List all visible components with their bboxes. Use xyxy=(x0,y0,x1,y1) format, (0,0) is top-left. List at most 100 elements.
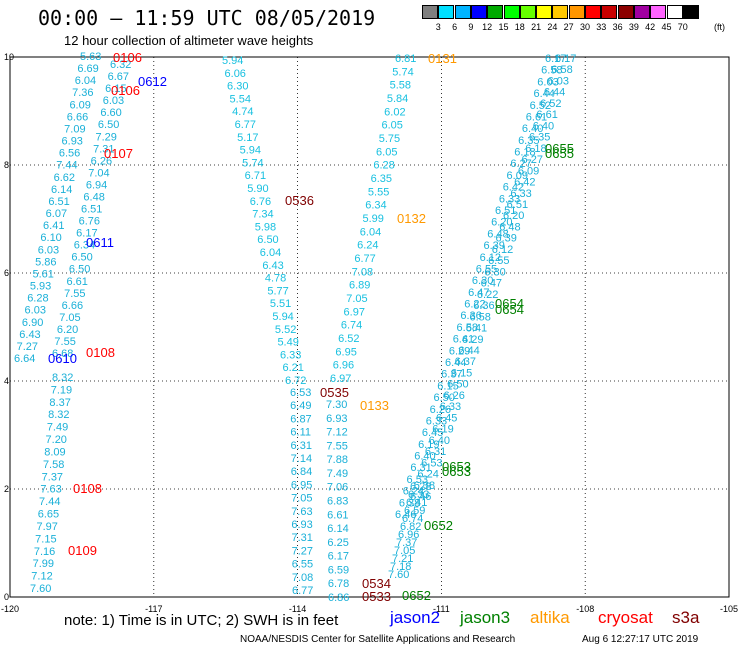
wave-height-value: 6.41 xyxy=(453,334,474,346)
colorbar-swatch xyxy=(487,5,504,19)
colorbar-label: 33 xyxy=(596,22,607,32)
pass-time-label: 0534 xyxy=(362,576,391,591)
wave-height-value: 6.44 xyxy=(445,357,466,369)
wave-height-value: 7.49 xyxy=(327,468,348,480)
wave-height-value: 7.30 xyxy=(326,399,347,411)
wave-height-value: 6.09 xyxy=(69,99,90,111)
wave-height-value: 6.33 xyxy=(280,349,301,361)
pass-time-label: 0655 xyxy=(545,146,574,161)
wave-height-value: 6.05 xyxy=(376,146,397,158)
wave-height-value: 5.98 xyxy=(255,221,276,233)
wave-height-value: 6.37 xyxy=(441,369,462,381)
wave-height-colorbar: 3 6 9 12 15 18 21 24 27 30 33 36 39 42 45 70 (ft) xyxy=(0,0,740,40)
map-subtitle: 12 hour collection of altimeter wave hei… xyxy=(64,33,314,48)
wave-height-value: 6.14 xyxy=(327,523,348,535)
wave-height-value: 6.09 xyxy=(518,165,539,177)
wave-height-value: 6.50 xyxy=(433,392,454,404)
wave-height-value: 6.34 xyxy=(74,240,95,252)
wave-height-value: 7.04 xyxy=(88,167,109,179)
colorbar-label: 3 xyxy=(435,22,441,32)
wave-height-value: 6.30 xyxy=(484,266,505,278)
wave-height-value: 6.71 xyxy=(245,170,266,182)
wave-height-value: 7.60 xyxy=(30,583,51,595)
wave-height-value: 7.29 xyxy=(96,131,117,143)
wave-height-value: 6.53 xyxy=(290,387,311,399)
wave-height-value: 6.47 xyxy=(481,278,502,290)
wave-height-value: 6.28 xyxy=(410,481,431,493)
wave-height-value: 7.55 xyxy=(64,288,85,300)
x-tick-label: -117 xyxy=(145,604,162,614)
wave-height-value: 6.24 xyxy=(417,469,438,481)
wave-height-value: 6.93 xyxy=(291,519,312,531)
wave-height-value: 6.61 xyxy=(536,109,557,121)
pass-time-label: 0106 xyxy=(113,50,142,65)
wave-height-value: 6.61 xyxy=(526,111,547,123)
colorbar-swatch xyxy=(422,5,438,19)
wave-height-value: 6.31 xyxy=(291,440,312,452)
wave-height-value: 7.12 xyxy=(31,571,52,583)
legend-jason2: jason2 xyxy=(390,608,441,627)
wave-height-value: 6.18 xyxy=(525,143,546,155)
y-tick-label: 4 xyxy=(4,376,9,386)
wave-height-value: 7.06 xyxy=(327,482,348,494)
wave-height-value: 6.83 xyxy=(327,496,348,508)
pass-time-label: 0611 xyxy=(86,235,114,250)
pass-time-label: 0133 xyxy=(360,398,389,413)
wave-height-value: 7.31 xyxy=(93,143,114,155)
wave-height-value: 6.17 xyxy=(76,228,97,240)
wave-height-value: 6.26 xyxy=(443,390,464,402)
wave-height-value: 6.27 xyxy=(510,158,531,170)
wave-height-value: 5.74 xyxy=(242,157,263,169)
wave-height-value: 6.03 xyxy=(103,95,124,107)
wave-height-value: 5.90 xyxy=(247,183,268,195)
wave-height-value: 6.21 xyxy=(282,362,303,374)
wave-height-value: 6.93 xyxy=(62,136,83,148)
wave-height-value: 6.58 xyxy=(457,322,478,334)
x-tick-label: -114 xyxy=(289,604,306,614)
wave-height-value: 6.28 xyxy=(27,293,48,305)
pass-time-label: 0653 xyxy=(442,459,471,474)
pass-time-label: 0108 xyxy=(86,345,115,360)
wave-height-value: 6.28 xyxy=(373,160,394,172)
wave-height-value: 7.63 xyxy=(291,506,312,518)
wave-height-value: 4.74 xyxy=(232,106,253,118)
plot-frame xyxy=(9,56,730,598)
wave-height-value: 8.37 xyxy=(49,397,70,409)
legend-jason3: jason3 xyxy=(460,608,511,627)
wave-height-value: 6.22 xyxy=(464,299,485,311)
map-note: note: 1) Time is in UTC; 2) SWH is in fe… xyxy=(64,612,339,629)
wave-height-value: 6.40 xyxy=(522,123,543,135)
pass-time-label: 0610 xyxy=(48,351,77,366)
colorbar-swatch xyxy=(666,5,683,19)
y-tick-label: 8 xyxy=(4,160,9,170)
colorbar-label: 12 xyxy=(482,22,493,32)
wave-height-value: 6.61 xyxy=(67,276,88,288)
wave-height-value: 6.52 xyxy=(530,100,551,112)
colorbar-swatch xyxy=(438,5,455,19)
wave-height-value: 5.49 xyxy=(277,337,298,349)
wave-height-value: 6.03 xyxy=(38,244,59,256)
wave-height-value: 7.05 xyxy=(346,293,367,305)
wave-height-value: 6.97 xyxy=(344,306,365,318)
y-tick-label: 10 xyxy=(4,52,14,62)
wave-height-value: 8.09 xyxy=(44,446,65,458)
wave-height-value: 7.31 xyxy=(291,532,312,544)
wave-height-value: 6.04 xyxy=(360,226,381,238)
legend-s3a: s3a xyxy=(672,608,700,627)
wave-height-value: 6.44 xyxy=(544,87,565,99)
wave-height-value: 6.38 xyxy=(399,497,420,509)
wave-height-value: 6.15 xyxy=(105,83,126,95)
wave-height-value: 6.96 xyxy=(398,529,419,541)
wave-height-value: 6.07 xyxy=(46,208,67,220)
credit-line: NOAA/NESDIS Center for Satellite Applica… xyxy=(240,634,516,645)
colorbar-swatch xyxy=(585,5,601,19)
wave-height-value: 6.95 xyxy=(335,346,356,358)
wave-height-value: 5.94 xyxy=(222,55,243,67)
wave-height-value: 6.31 xyxy=(425,446,446,458)
wave-height-value: 6.69 xyxy=(77,63,98,75)
wave-height-value: 6.94 xyxy=(86,179,107,191)
wave-height-value: 6.32 xyxy=(110,59,131,71)
wave-height-value: 7.15 xyxy=(35,533,56,545)
wave-height-value: 6.45 xyxy=(436,412,457,424)
